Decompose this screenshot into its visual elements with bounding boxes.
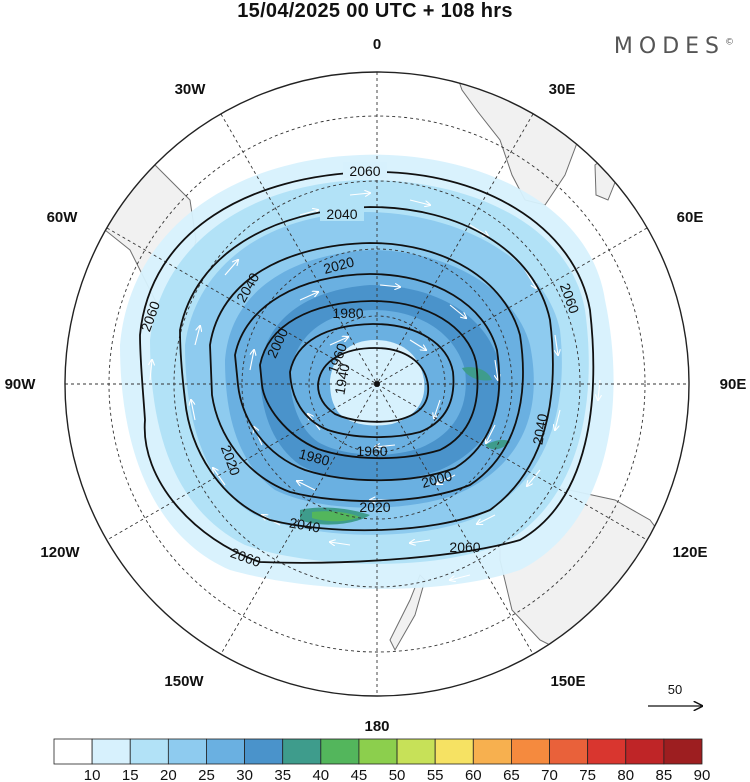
contour-label: 1980 [332,305,363,321]
colorbar-swatch [472,738,512,765]
colorbar-tick-label: 80 [617,767,634,782]
colorbar-swatch [396,738,436,765]
contour-label: 2040 [326,206,357,222]
lon-label-150e: 150E [550,673,585,690]
shade-45-a [312,511,360,522]
colorbar-tick-label: 60 [465,767,482,782]
vector-reference: 50 [648,682,702,706]
colorbar-swatch [282,738,322,765]
colorbar-swatch [320,738,360,765]
brand-text: MODES [613,34,725,59]
colorbar-tick-label: 20 [160,767,177,782]
colorbar-swatch [206,738,245,765]
colorbar-swatch [663,738,703,765]
vector-reference-label: 50 [668,682,682,697]
colorbar-swatch [549,738,589,765]
colorbar-tick-label: 25 [198,767,215,782]
lon-label-180: 180 [364,718,389,735]
brand-logo: MODES© [614,34,734,59]
lon-label-30e: 30E [549,81,576,98]
contour-label: 2060 [349,163,380,179]
colorbar-tick-label: 35 [274,767,291,782]
contour-label: 2040 [288,514,322,535]
colorbar-swatch [587,738,627,765]
colorbar-tick-label: 65 [503,767,520,782]
contour-1980 [259,300,479,460]
colorbar-swatch [511,738,550,765]
lon-label-120e: 120E [672,544,707,561]
lon-label-90e: 90E [720,376,747,393]
map-boundary [64,71,690,697]
contour-label: 2020 [359,499,390,515]
contour-label: 2060 [449,539,480,555]
colorbar-swatch [129,738,169,765]
lon-label-90w: 90W [5,376,37,393]
contour-label: 1940 [331,362,352,396]
contour-1940 [317,347,430,423]
colorbar-tick-label: 55 [427,767,444,782]
lon-label-60w: 60W [47,209,79,226]
contour-label: 2000 [420,467,454,491]
map-title: 15/04/2025 00 UTC + 108 hrs [237,0,513,22]
contour-label: 2040 [529,412,550,446]
colorbar-tick-label: 70 [541,767,558,782]
colorbar-tick-label: 45 [351,767,368,782]
colorbar-tick-label: 75 [579,767,596,782]
lon-label-150w: 150W [164,673,204,690]
colorbar-swatch [53,738,93,765]
contour-2000 [234,273,501,482]
contour-label: 1980 [297,445,331,469]
colorbar-swatch [244,738,284,765]
colorbar-tick-label: 10 [84,767,101,782]
colorbar-tick-label: 85 [656,767,673,782]
contour-2060 [139,171,595,564]
south-pole-marker [374,381,380,387]
contour-label: 1960 [356,443,387,459]
colorbar: 10 15 20 25 30 35 40 45 50 55 60 65 70 75 80 85 90 [53,738,711,782]
colorbar-swatch [625,738,665,765]
graticule [65,72,689,696]
lon-label-0: 0 [373,36,381,53]
contour-2020 [209,242,524,502]
lon-label-60e: 60E [677,209,704,226]
colorbar-tick-label: 50 [389,767,406,782]
contour-1960 [289,323,455,438]
colorbar-tick-label: 30 [236,767,253,782]
contour-label: 2020 [322,253,356,277]
colorbar-swatch [358,738,398,765]
colorbar-swatch [91,738,131,765]
colorbar-tick-label: 40 [312,767,329,782]
colorbar-swatch [167,738,207,765]
copyright-mark: © [725,37,734,48]
lon-label-30w: 30W [175,81,207,98]
madagascar-land [594,151,621,201]
lon-label-120w: 120W [40,544,80,561]
colorbar-tick-label: 15 [122,767,139,782]
colorbar-swatch [434,738,474,765]
colorbar-tick-label: 90 [694,767,711,782]
